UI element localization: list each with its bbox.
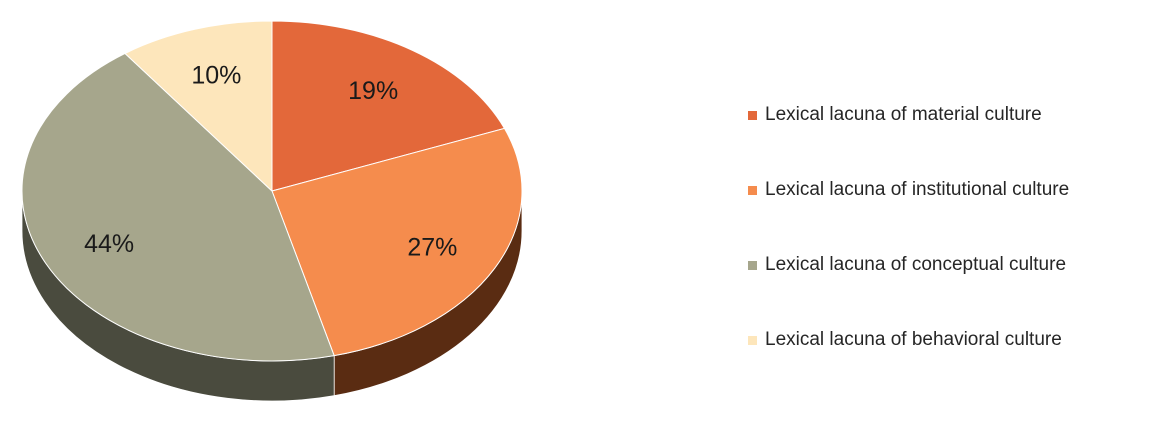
- legend-item-conceptual: Lexical lacuna of conceptual culture: [748, 246, 1069, 284]
- legend-swatch: [748, 185, 757, 195]
- legend-label: Lexical lacuna of institutional culture: [765, 179, 1070, 200]
- data-label-behavioral: 10%: [191, 62, 241, 90]
- legend-label: Lexical lacuna of conceptual culture: [765, 254, 1067, 275]
- legend-item-institutional: Lexical lacuna of institutional culture: [748, 171, 1069, 209]
- pie-slice-material: [271, 20, 506, 192]
- data-label-conceptual: 44%: [84, 230, 134, 258]
- pie-slice-conceptual: [21, 52, 335, 362]
- pie-top: [21, 20, 523, 362]
- pie-slice-behavioral: [124, 20, 273, 193]
- legend-item-material: Lexical lacuna of material culture: [748, 96, 1069, 134]
- legend-item-behavioral: Lexical lacuna of behavioral culture: [748, 321, 1069, 359]
- pie-slice-institutional: [271, 127, 523, 357]
- legend: Lexical lacuna of material culture Lexic…: [748, 96, 1069, 396]
- legend-label: Lexical lacuna of behavioral culture: [765, 329, 1062, 350]
- pie-labels: 19% 27% 44% 10%: [84, 62, 457, 262]
- legend-swatch: [748, 335, 757, 345]
- legend-swatch: [748, 260, 757, 270]
- data-label-institutional: 27%: [407, 234, 457, 262]
- legend-swatch: [748, 110, 757, 120]
- legend-label: Lexical lacuna of material culture: [765, 104, 1042, 125]
- data-label-material: 19%: [348, 77, 398, 105]
